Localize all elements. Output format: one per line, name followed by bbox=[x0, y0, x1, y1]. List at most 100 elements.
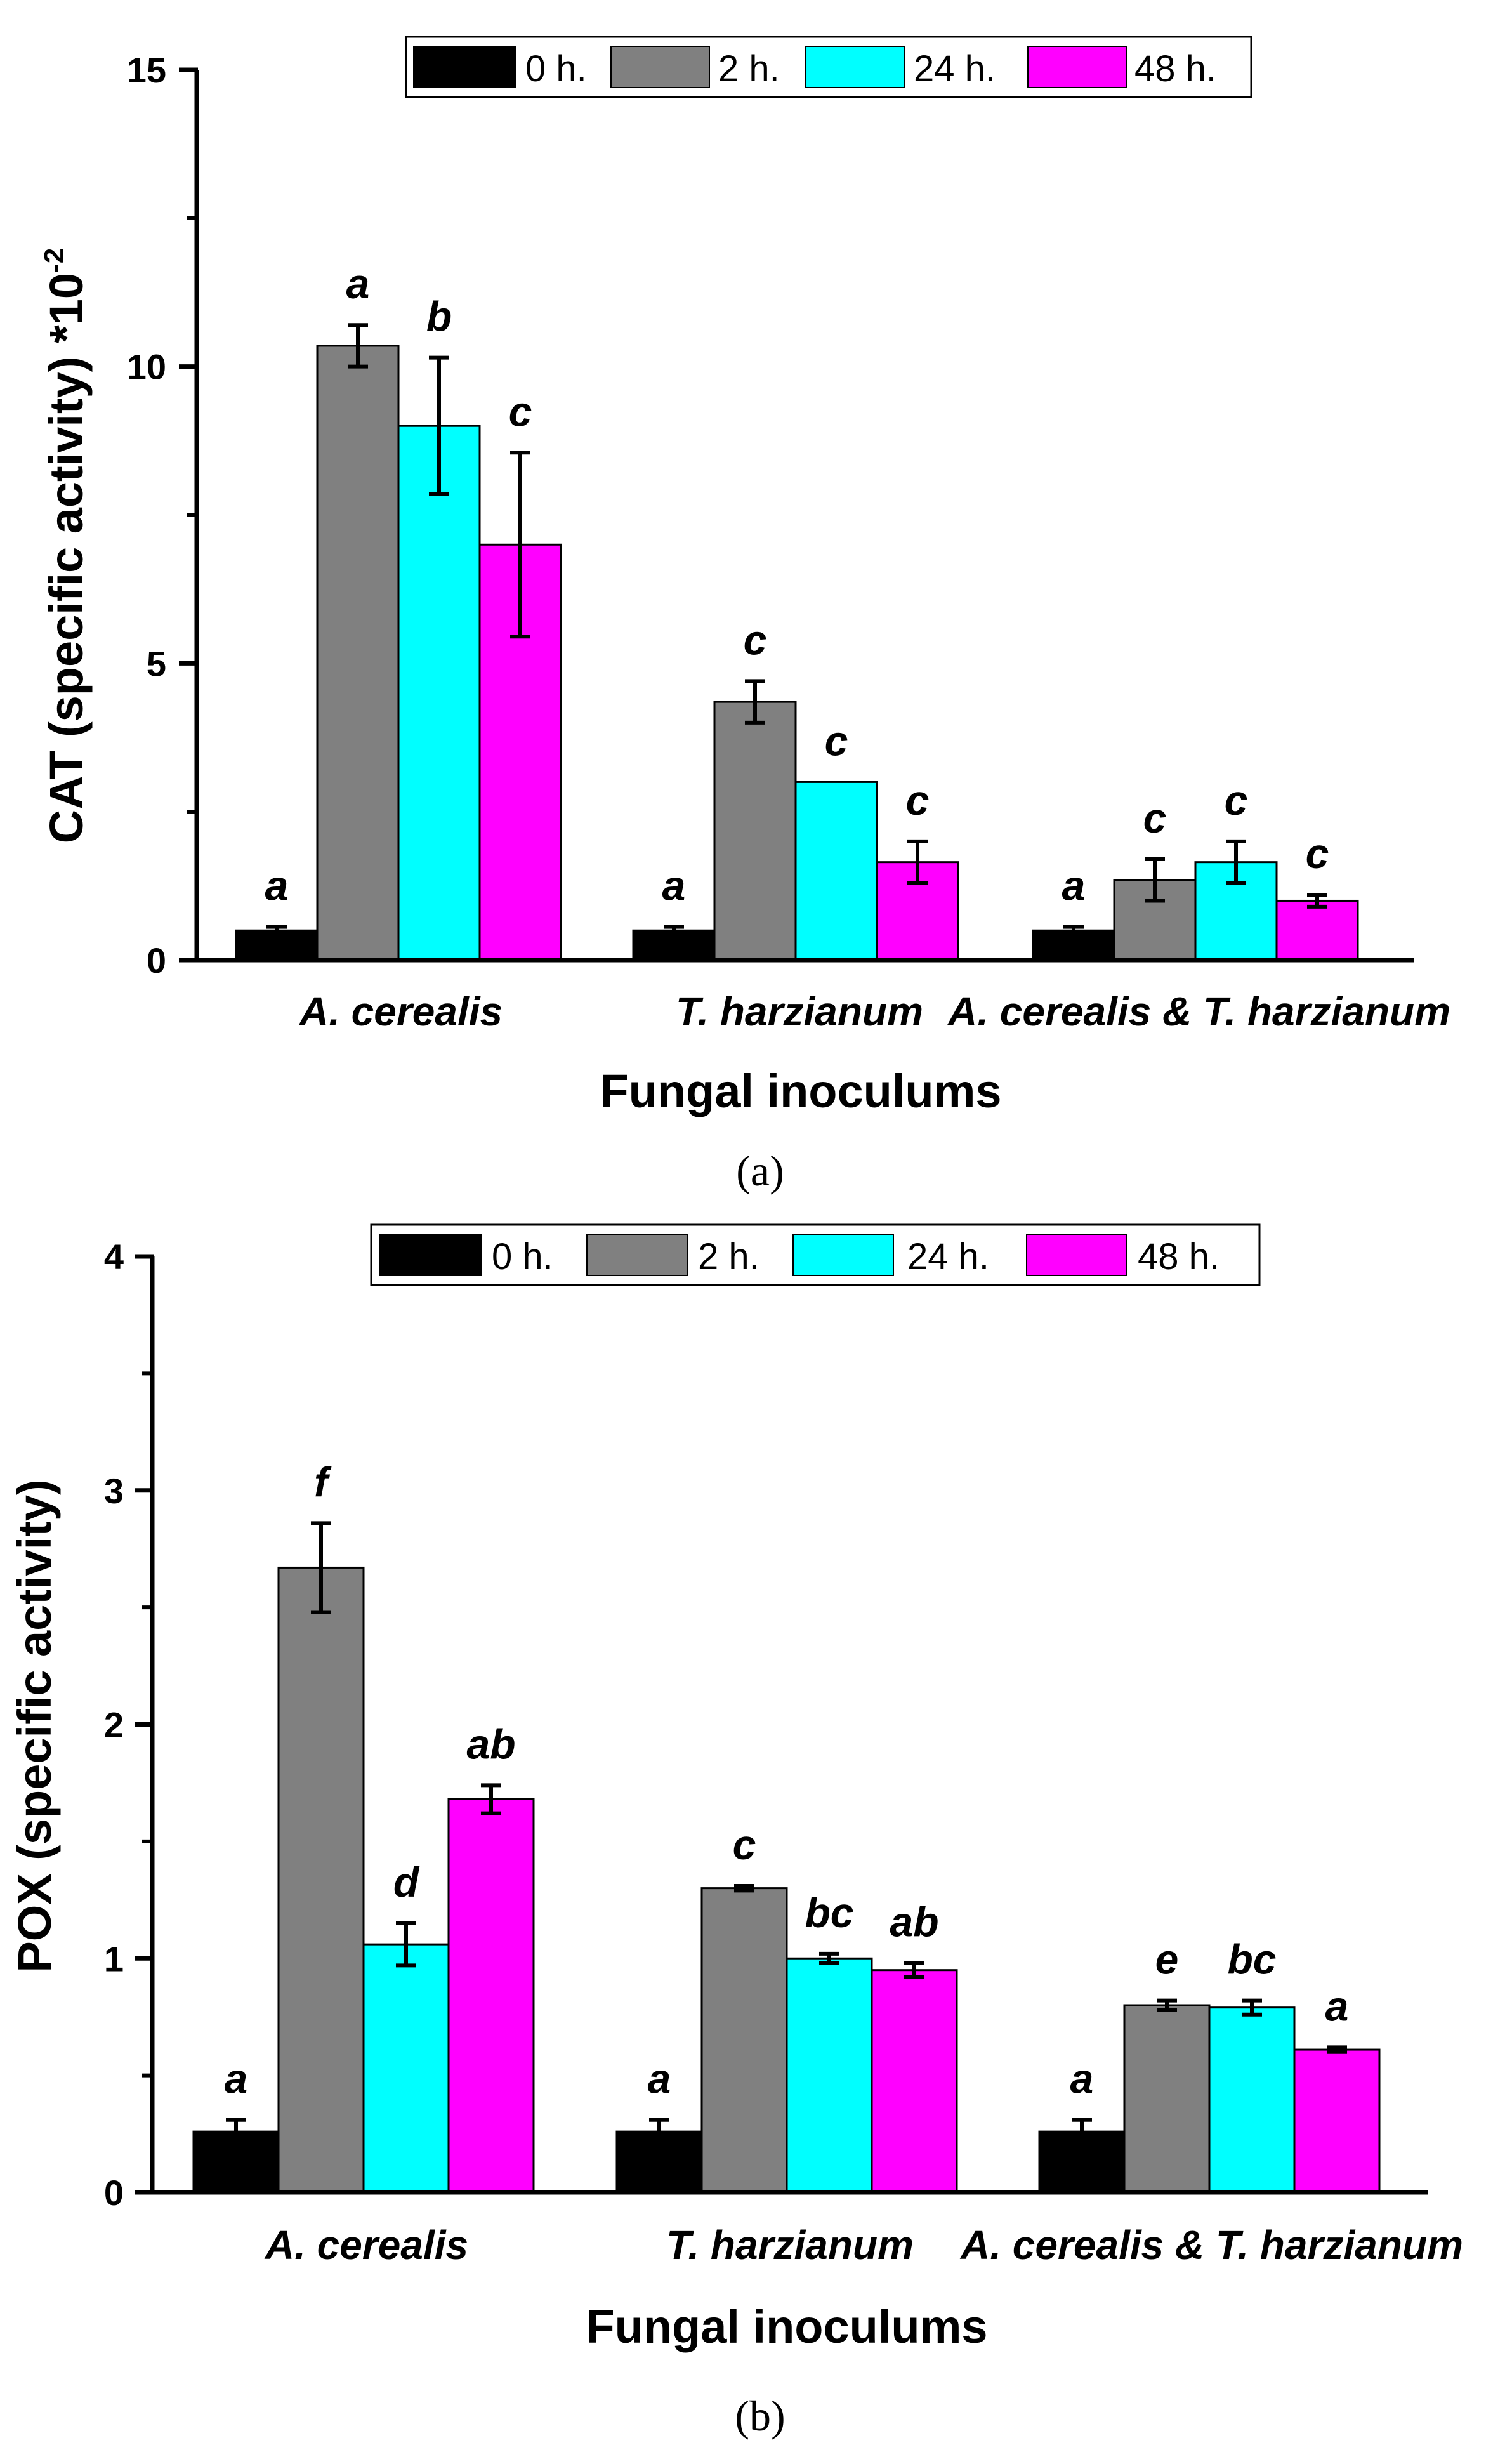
panel-a-sig-letter-2-3: c bbox=[1306, 830, 1329, 877]
panel-b-error-bar-1-1 bbox=[734, 1883, 754, 1893]
panel-a-y-axis-title: CAT (specific activity) *10-2 bbox=[39, 248, 93, 843]
panel-b-error-bar-0-3 bbox=[481, 1783, 501, 1815]
panel-a-sig-letter-2-0: a bbox=[1062, 862, 1086, 909]
panel-b-error-bar-0-2 bbox=[396, 1921, 416, 1968]
panel-b-sig-letter-2-1: e bbox=[1155, 1936, 1179, 1983]
panel-b-bar-1-3 bbox=[871, 1969, 958, 2194]
panel-a-caption: (a) bbox=[736, 1147, 784, 1195]
panel-a-legend-label-2: 24 h. bbox=[914, 48, 996, 89]
panel-a-sig-letter-0-2: b bbox=[426, 293, 452, 340]
panel-b-legend-label-0: 0 h. bbox=[492, 1236, 553, 1277]
panel-b-bar-0-1 bbox=[277, 1566, 365, 2194]
panel-a-y-tick-label-1: 5 bbox=[147, 643, 166, 683]
panel-b-sig-letter-0-3: ab bbox=[466, 1720, 515, 1767]
panel-b-sig-letter-1-1: c bbox=[733, 1821, 756, 1868]
panel-b-error-bar-1-3 bbox=[904, 1961, 924, 1979]
panel-a-category-label-0: A. cerealis bbox=[298, 989, 503, 1034]
panel-a-error-bar-2-1 bbox=[1145, 857, 1165, 903]
panel-a-y-tick-label-3: 15 bbox=[127, 50, 166, 90]
panel-b-legend-swatch-3 bbox=[1026, 1234, 1127, 1276]
panel-a-legend-label-3: 48 h. bbox=[1134, 48, 1216, 89]
panel-b-bar-0-3 bbox=[447, 1798, 535, 2194]
panel-a-bars: a a b c a c c c a c c c bbox=[235, 260, 1359, 961]
panel-a-bar-0-2 bbox=[397, 425, 481, 961]
panel-a: a a b c a c c c a c c c 0 5 10 15 CAT (specific activi… bbox=[39, 36, 1450, 1195]
panel-b-y-ticks: 0 1 2 3 4 bbox=[104, 1237, 154, 2213]
panel-a-sig-letter-0-1: a bbox=[346, 260, 370, 307]
panel-b-sig-letter-2-2: bc bbox=[1227, 1936, 1276, 1983]
panel-b-error-bar-0-1 bbox=[311, 1521, 331, 1614]
panel-b-error-bar-2-2 bbox=[1242, 1998, 1262, 2017]
panel-b-y-tick-label-2: 2 bbox=[104, 1705, 124, 1745]
panel-b-sig-letter-2-0: a bbox=[1070, 2055, 1094, 2102]
panel-b-legend-label-1: 2 h. bbox=[698, 1236, 759, 1277]
panel-a-error-bar-1-3 bbox=[907, 839, 928, 885]
panel-a-y-tick-label-0: 0 bbox=[147, 940, 166, 980]
panel-a-legend-swatch-0 bbox=[413, 46, 516, 88]
panel-b-category-label-2: A. cerealis & T. harzianum bbox=[959, 2222, 1463, 2268]
panel-a-bar-1-2 bbox=[794, 781, 878, 961]
panel-b-caption: (b) bbox=[735, 2392, 785, 2440]
panel-b-sig-letter-0-1: f bbox=[314, 1458, 332, 1505]
panel-b-sig-letter-2-3: a bbox=[1325, 1982, 1349, 2029]
panel-b-legend-swatch-0 bbox=[379, 1234, 482, 1276]
panel-b-legend-swatch-2 bbox=[792, 1234, 894, 1276]
panel-a-legend-swatch-3 bbox=[1027, 46, 1127, 88]
panel-a-error-bar-1-1 bbox=[745, 679, 765, 725]
panel-a-category-label-2: A. cerealis & T. harzianum bbox=[947, 989, 1450, 1034]
panel-a-error-bar-0-0 bbox=[266, 925, 287, 936]
panel-a-x-axis-title: Fungal inoculums bbox=[600, 1065, 1001, 1117]
panel-a-y-ticks: 0 5 10 15 bbox=[127, 50, 198, 980]
panel-b-error-bar-2-3 bbox=[1327, 2045, 1347, 2054]
panel-a-error-bar-0-1 bbox=[348, 323, 368, 369]
panel-a-error-bar-2-3 bbox=[1307, 893, 1327, 909]
panel-b-category-label-0: A. cerealis bbox=[264, 2222, 468, 2268]
panel-a-sig-letter-1-1: c bbox=[744, 616, 767, 663]
panel-a-error-bar-2-2 bbox=[1226, 839, 1246, 885]
panel-a-bar-1-1 bbox=[713, 701, 797, 961]
panel-a-category-label-1: T. harzianum bbox=[676, 989, 923, 1034]
panel-b-bar-2-1 bbox=[1123, 2004, 1211, 2194]
panel-b-error-bar-1-2 bbox=[819, 1951, 839, 1965]
panel-a-legend-swatch-1 bbox=[610, 46, 710, 88]
panel-b-bar-2-2 bbox=[1208, 2006, 1296, 2194]
panel-b-y-axis-title: POX (specific activity) bbox=[8, 1479, 61, 1972]
panel-a-y-tick-label-2: 10 bbox=[127, 347, 166, 387]
panel-a-legend-label-1: 2 h. bbox=[718, 48, 780, 89]
panel-b-legend-label-2: 24 h. bbox=[907, 1236, 989, 1277]
panel-b-y-tick-label-1: 1 bbox=[104, 1939, 124, 1979]
panel-a-sig-letter-1-0: a bbox=[662, 862, 686, 909]
panel-a-error-bar-0-3 bbox=[510, 451, 530, 639]
panel-b-bar-0-2 bbox=[362, 1943, 450, 2194]
panel-b-sig-letter-1-2: bc bbox=[805, 1889, 853, 1936]
panel-b-bar-1-1 bbox=[700, 1887, 788, 2194]
panel-b-error-bar-2-1 bbox=[1157, 1998, 1177, 2012]
panel-b-error-bar-1-0 bbox=[649, 2118, 669, 2145]
panel-a-sig-letter-0-3: c bbox=[509, 388, 532, 435]
panel-a-legend-swatch-2 bbox=[805, 46, 905, 88]
panel-a-sig-letter-0-0: a bbox=[265, 862, 289, 909]
panel-a-sig-letter-1-3: c bbox=[906, 777, 930, 824]
panel-a-sig-letter-2-2: c bbox=[1225, 777, 1248, 824]
panel-b-category-label-1: T. harzianum bbox=[666, 2222, 914, 2268]
panel-b-x-axis-title: Fungal inoculums bbox=[586, 2300, 987, 2353]
panel-a-error-bar-1-0 bbox=[664, 925, 684, 936]
panel-a-sig-letter-2-1: c bbox=[1143, 794, 1167, 841]
panel-b-sig-letter-1-0: a bbox=[648, 2055, 671, 2102]
panel-b-sig-letter-0-0: a bbox=[225, 2055, 248, 2102]
panel-b-y-tick-label-3: 3 bbox=[104, 1471, 124, 1511]
panel-a-bar-2-3 bbox=[1275, 899, 1359, 961]
panel-a-error-bar-0-2 bbox=[429, 355, 449, 496]
panel-a-error-bar-2-0 bbox=[1063, 925, 1084, 936]
panel-b-sig-letter-0-2: d bbox=[393, 1859, 420, 1906]
panel-b-legend: 0 h. 2 h. 24 h. 48 h. bbox=[370, 1223, 1261, 1286]
panel-b-legend-label-3: 48 h. bbox=[1138, 1236, 1219, 1277]
panel-a-legend: 0 h. 2 h. 24 h. 48 h. bbox=[405, 36, 1252, 98]
panel-a-sig-letter-1-2: c bbox=[825, 717, 848, 764]
panel-b-sig-letter-1-3: ab bbox=[890, 1899, 938, 1946]
panel-b-error-bar-2-0 bbox=[1072, 2118, 1092, 2145]
panel-a-bar-0-1 bbox=[316, 345, 400, 961]
